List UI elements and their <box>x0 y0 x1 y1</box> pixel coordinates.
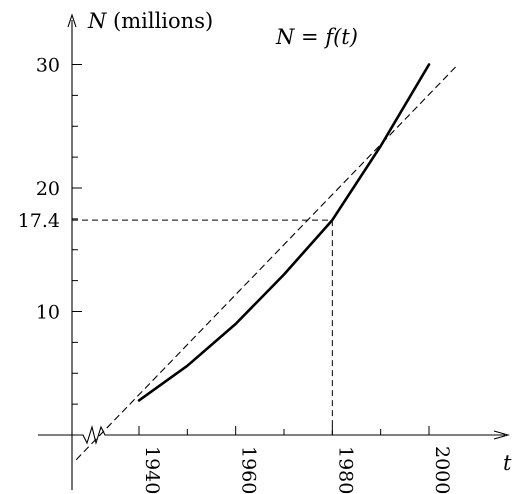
curve <box>137 63 431 402</box>
y-axis-arrow <box>67 13 77 28</box>
y-axis-unit: (millions) <box>106 9 213 33</box>
labels: N (millions) N = f(t) t <box>87 9 512 475</box>
x-tick-label: 2000 <box>431 446 453 494</box>
function-label: N = f(t) <box>275 25 358 49</box>
tangent-line <box>75 64 459 461</box>
ticks: 10 20 30 17.4 1940 1960 1980 2000 <box>18 55 453 494</box>
y-tick-label: 10 <box>36 302 60 324</box>
x-tick-label: 1940 <box>141 446 163 494</box>
x-axis <box>38 424 505 446</box>
x-tick-label: 1980 <box>334 446 356 494</box>
y-marked-label: 17.4 <box>18 210 60 232</box>
guide-lines <box>72 219 333 435</box>
axes <box>38 13 511 490</box>
x-tick-label: 1960 <box>238 446 260 494</box>
y-axis-label: N (millions) <box>87 9 213 33</box>
y-axis-variable: N <box>87 9 107 33</box>
solid-curve <box>137 63 431 402</box>
y-tick-label: 30 <box>36 55 60 77</box>
y-tick-label: 20 <box>36 178 60 200</box>
x-axis-label: t <box>503 451 512 475</box>
dashed-line <box>75 64 459 461</box>
x-axis-arrow <box>493 430 511 440</box>
